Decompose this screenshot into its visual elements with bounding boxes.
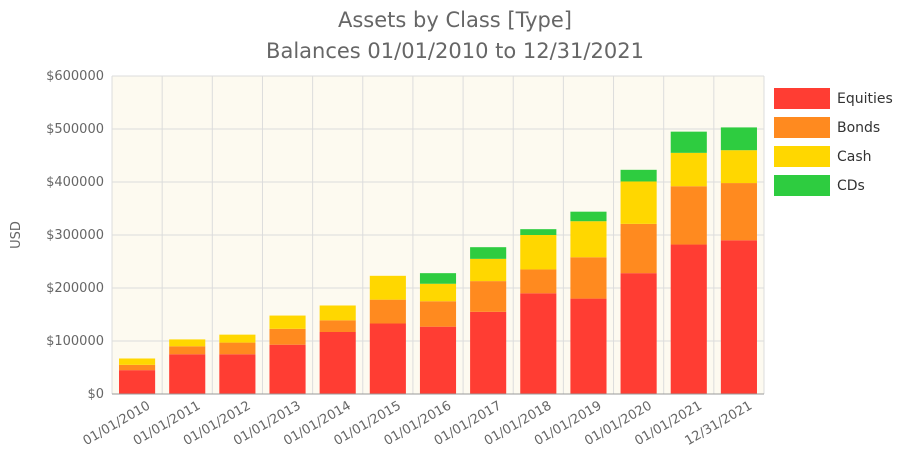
bar-bonds-10 bbox=[620, 223, 657, 274]
bar-cash-12 bbox=[720, 150, 757, 184]
bar-bonds-4 bbox=[319, 320, 356, 332]
legend-label-bonds: Bonds bbox=[837, 120, 880, 136]
bar-cash-1 bbox=[169, 339, 206, 347]
legend-swatch-bonds bbox=[774, 117, 830, 138]
bar-cash-4 bbox=[319, 305, 356, 321]
y-axis: $0 $100000 $200000 $300000 $400000 $500000 $60… bbox=[46, 69, 104, 402]
bar-equities-3 bbox=[269, 344, 306, 394]
chart-title: Assets by Class [Type] bbox=[338, 8, 572, 32]
bar-equities-6 bbox=[419, 326, 457, 394]
bars bbox=[119, 127, 757, 394]
y-axis-label: USD bbox=[9, 221, 24, 249]
bar-equities-0 bbox=[119, 370, 156, 394]
bar-cash-0 bbox=[119, 358, 156, 365]
bar-bonds-6 bbox=[419, 301, 457, 327]
legend-label-equities: Equities bbox=[837, 91, 893, 107]
bar-bonds-2 bbox=[219, 342, 256, 355]
bar-cash-3 bbox=[269, 315, 306, 329]
bar-equities-5 bbox=[369, 323, 406, 394]
bar-cash-11 bbox=[670, 152, 707, 187]
legend-swatch-cds bbox=[774, 175, 830, 196]
bar-cash-5 bbox=[369, 275, 406, 300]
bar-cash-7 bbox=[470, 258, 507, 282]
bar-bonds-9 bbox=[570, 257, 607, 299]
bar-cds-8 bbox=[520, 229, 557, 235]
bar-cds-6 bbox=[419, 273, 457, 284]
bar-cds-12 bbox=[720, 127, 757, 151]
y-tick-label: $200000 bbox=[46, 281, 104, 296]
legend-label-cash: Cash bbox=[837, 149, 872, 165]
bar-bonds-8 bbox=[520, 269, 557, 294]
y-tick-label: $600000 bbox=[46, 69, 104, 84]
y-tick-label: $0 bbox=[87, 387, 104, 402]
grid-lines bbox=[111, 75, 765, 394]
bar-bonds-12 bbox=[720, 183, 757, 241]
legend: Equities Bonds Cash CDs bbox=[774, 88, 893, 196]
bar-cds-7 bbox=[470, 247, 507, 259]
bar-cash-2 bbox=[219, 334, 256, 343]
bar-equities-4 bbox=[319, 331, 356, 394]
bar-bonds-5 bbox=[369, 299, 406, 324]
bar-cash-8 bbox=[520, 235, 557, 270]
bar-cash-10 bbox=[620, 181, 657, 224]
chart-subtitle: Balances 01/01/2010 to 12/31/2021 bbox=[266, 39, 644, 63]
y-tick-label: $100000 bbox=[46, 334, 104, 349]
bar-bonds-3 bbox=[269, 328, 306, 345]
bar-equities-7 bbox=[470, 311, 507, 394]
y-tick-label: $500000 bbox=[46, 122, 104, 137]
bar-equities-11 bbox=[670, 244, 707, 394]
bar-equities-10 bbox=[620, 273, 657, 394]
bar-cash-9 bbox=[570, 221, 607, 258]
bar-bonds-11 bbox=[670, 186, 707, 245]
bar-equities-1 bbox=[169, 354, 206, 394]
bar-equities-8 bbox=[520, 293, 557, 394]
bar-bonds-0 bbox=[119, 364, 156, 371]
bar-bonds-7 bbox=[470, 281, 507, 312]
legend-swatch-cash bbox=[774, 146, 830, 167]
y-tick-label: $400000 bbox=[46, 175, 104, 190]
bar-cds-10 bbox=[620, 169, 657, 182]
legend-swatch-equities bbox=[774, 88, 830, 109]
bar-cds-9 bbox=[570, 211, 607, 222]
bar-equities-9 bbox=[570, 298, 607, 394]
bar-bonds-1 bbox=[169, 346, 206, 355]
y-tick-label: $300000 bbox=[46, 228, 104, 243]
bar-cash-6 bbox=[419, 283, 457, 302]
bar-equities-12 bbox=[720, 240, 757, 394]
legend-label-cds: CDs bbox=[837, 178, 865, 194]
bar-equities-2 bbox=[219, 354, 256, 394]
x-axis: 01/01/201001/01/201101/01/201201/01/2013… bbox=[81, 398, 755, 448]
bar-cds-11 bbox=[670, 131, 707, 153]
